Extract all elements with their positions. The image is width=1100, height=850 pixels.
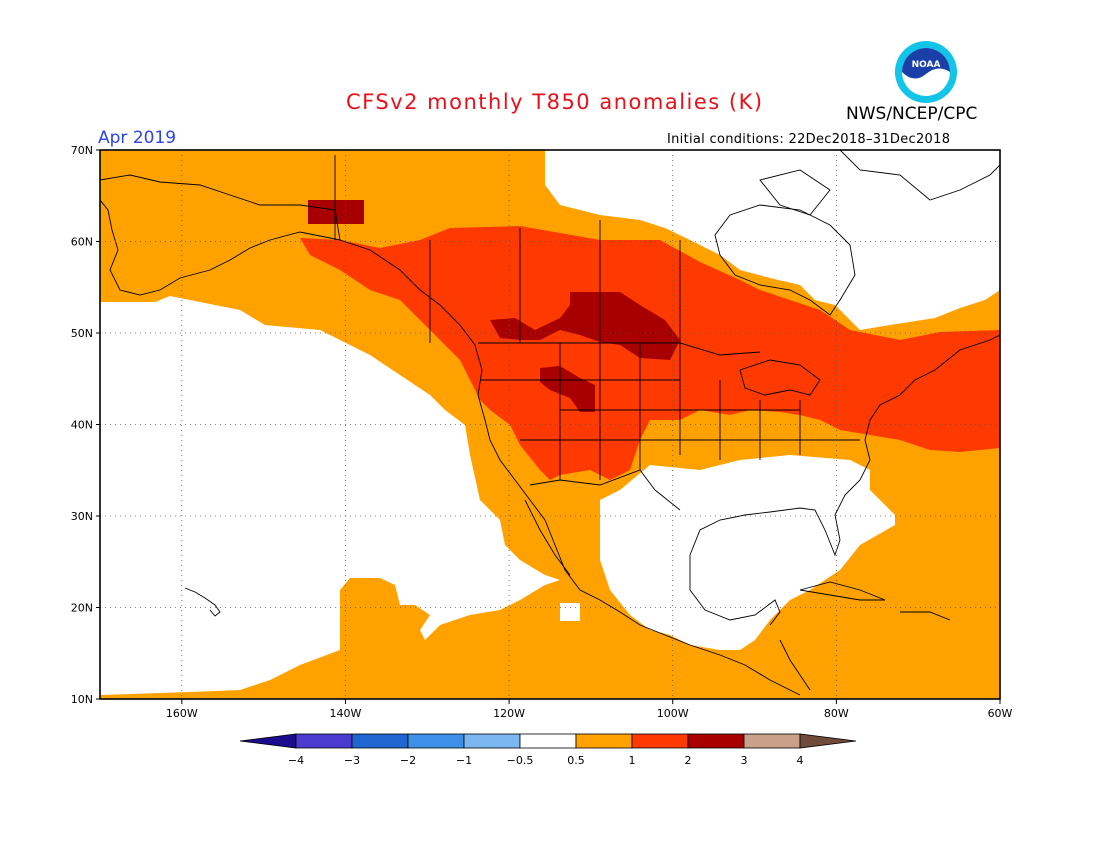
latitude-label: 30N — [71, 510, 93, 523]
colorbar-tick-label: −2 — [400, 754, 416, 767]
longitude-label: 100W — [657, 707, 689, 720]
colorbar-swatch — [631, 733, 689, 749]
coastlines — [100, 150, 1000, 696]
colorbar-tick-label: 2 — [685, 754, 692, 767]
colorbar-tick-label: 4 — [797, 754, 804, 767]
colorbar: −4 −3 −2 −1 −0.5 0.5 1 2 3 4 — [239, 733, 857, 767]
organization-label: NWS/NCEP/CPC — [846, 104, 978, 124]
colorbar-swatch — [295, 733, 353, 749]
colorbar-swatch — [687, 733, 745, 749]
latitude-label: 60N — [71, 236, 93, 249]
latitude-label: 20N — [71, 602, 93, 615]
longitude-label: 160W — [166, 707, 198, 720]
longitude-label: 140W — [330, 707, 362, 720]
colorbar-tick-label: −1 — [456, 754, 472, 767]
forecast-month: Apr 2019 — [98, 128, 177, 148]
colorbar-tick-label: 1 — [629, 754, 636, 767]
longitude-label: 120W — [493, 707, 525, 720]
latitude-labels: 70N 60N 50N 40N 30N 20N 10N — [71, 144, 100, 706]
latitude-label: 10N — [71, 693, 93, 706]
colorbar-swatch — [743, 733, 801, 749]
colorbar-swatch — [519, 733, 577, 749]
map-title: CFSv2 monthly T850 anomalies (K) — [346, 90, 764, 114]
colorbar-arrow-low — [239, 733, 297, 749]
colorbar-tick-label: 0.5 — [567, 754, 585, 767]
longitude-label: 60W — [988, 707, 1013, 720]
graticule — [100, 150, 1000, 699]
colorbar-swatch — [575, 733, 633, 749]
colorbar-tick-label: 3 — [741, 754, 748, 767]
latitude-label: 40N — [71, 419, 93, 432]
colorbar-swatch — [463, 733, 521, 749]
longitude-label: 80W — [824, 707, 849, 720]
colorbar-tick-label: −0.5 — [507, 754, 534, 767]
latitude-label: 70N — [71, 144, 93, 157]
colorbar-swatch — [351, 733, 409, 749]
longitude-labels: 160W 140W 120W 100W 80W 60W — [166, 699, 1013, 720]
colorbar-tick-label: −3 — [344, 754, 360, 767]
initial-conditions: Initial conditions: 22Dec2018–31Dec2018 — [667, 132, 951, 147]
colorbar-tick-label: −4 — [288, 754, 304, 767]
colorbar-swatch — [407, 733, 465, 749]
latitude-label: 50N — [71, 327, 93, 340]
colorbar-arrow-high — [799, 733, 857, 749]
noaa-logo-icon: NOAA — [895, 41, 957, 103]
anomaly-field-neutral — [100, 150, 1000, 695]
svg-text:NOAA: NOAA — [912, 60, 941, 70]
